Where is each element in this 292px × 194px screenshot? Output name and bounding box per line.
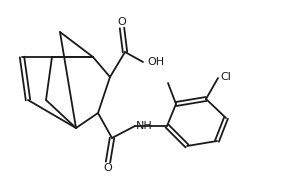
Text: O: O bbox=[104, 163, 112, 173]
Text: OH: OH bbox=[147, 57, 164, 67]
Text: O: O bbox=[118, 17, 126, 27]
Text: NH: NH bbox=[136, 121, 153, 131]
Text: Cl: Cl bbox=[220, 72, 231, 82]
